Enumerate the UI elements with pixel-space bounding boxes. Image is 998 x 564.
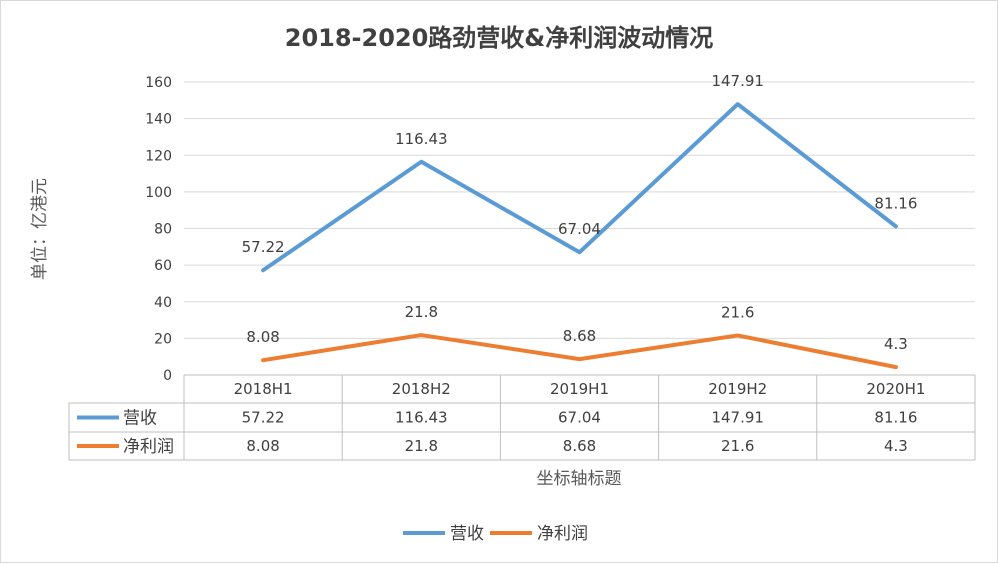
y-tick-label: 120 bbox=[145, 148, 172, 164]
legend-label: 营收 bbox=[450, 524, 484, 544]
series-line bbox=[263, 104, 896, 270]
table-cell: 57.22 bbox=[242, 409, 285, 427]
legend-label: 净利润 bbox=[537, 524, 588, 544]
y-tick-label: 140 bbox=[145, 112, 172, 128]
legend: 营收 净利润 bbox=[403, 524, 588, 544]
table-cell: 21.6 bbox=[721, 437, 754, 455]
x-axis-title: 坐标轴标题 bbox=[537, 469, 622, 489]
data-label: 67.04 bbox=[558, 220, 601, 238]
data-label: 4.3 bbox=[884, 335, 908, 353]
y-axis-ticks: 0 20 40 60 80 100 120 140 160 bbox=[145, 75, 172, 384]
y-tick-label: 60 bbox=[154, 258, 172, 274]
y-tick-label: 100 bbox=[145, 185, 172, 201]
x-tick-label: 2020H1 bbox=[866, 380, 925, 398]
data-label: 8.08 bbox=[246, 328, 279, 346]
data-label: 8.68 bbox=[563, 327, 596, 345]
data-label: 147.91 bbox=[711, 72, 764, 90]
data-label: 21.6 bbox=[721, 303, 754, 321]
y-axis-title: 单位：亿港元 bbox=[30, 178, 50, 280]
x-tick-label: 2019H2 bbox=[708, 380, 767, 398]
data-table: 2018H1 2018H2 2019H1 2019H2 2020H1 营收 57.22 116… bbox=[69, 375, 975, 460]
table-cell: 8.68 bbox=[563, 437, 596, 455]
y-tick-label: 20 bbox=[154, 331, 172, 347]
x-tick-label: 2019H1 bbox=[550, 380, 609, 398]
data-labels: 57.22 116.43 67.04 147.91 81.16 8.08 21.8 8.68 2… bbox=[242, 72, 918, 353]
y-tick-label: 0 bbox=[163, 368, 172, 384]
x-tick-label: 2018H2 bbox=[392, 380, 451, 398]
table-cell: 81.16 bbox=[874, 409, 917, 427]
table-cell: 147.91 bbox=[711, 409, 764, 427]
table-series-name: 营收 bbox=[123, 409, 157, 429]
table-cell: 21.8 bbox=[405, 437, 438, 455]
table-cell: 4.3 bbox=[884, 437, 908, 455]
chart-title: 2018-2020路劲营收&净利润波动情况 bbox=[285, 24, 713, 52]
y-tick-label: 80 bbox=[154, 222, 172, 238]
data-label: 57.22 bbox=[242, 238, 285, 256]
table-cell: 8.08 bbox=[246, 437, 279, 455]
data-label: 116.43 bbox=[395, 130, 448, 148]
x-tick-label: 2018H1 bbox=[234, 380, 293, 398]
y-tick-label: 40 bbox=[154, 295, 172, 311]
y-tick-label: 160 bbox=[145, 75, 172, 91]
data-label: 81.16 bbox=[874, 194, 917, 212]
table-cell: 67.04 bbox=[558, 409, 601, 427]
table-cell: 116.43 bbox=[395, 409, 448, 427]
data-label: 21.8 bbox=[405, 303, 438, 321]
table-series-name: 净利润 bbox=[123, 437, 174, 457]
